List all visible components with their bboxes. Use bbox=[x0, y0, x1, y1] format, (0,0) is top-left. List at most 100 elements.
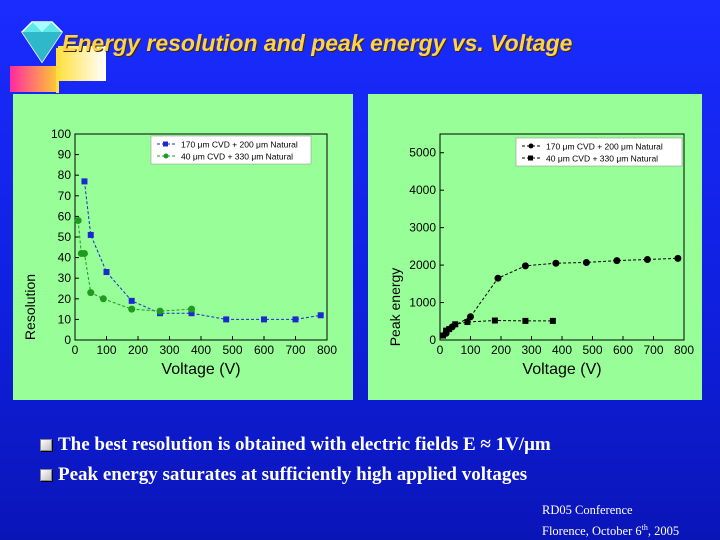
x-tick-label: 500 bbox=[582, 343, 602, 357]
bullet-item: The best resolution is obtained with ele… bbox=[40, 430, 720, 460]
logo-decoration bbox=[8, 18, 108, 93]
data-point bbox=[613, 257, 621, 265]
x-tick-label: 100 bbox=[96, 343, 116, 357]
legend-marker bbox=[163, 153, 169, 159]
footer-date-prefix: Florence, October 6 bbox=[542, 524, 642, 539]
footer-date-sup: th bbox=[641, 523, 648, 532]
y-tick-label: 1000 bbox=[409, 296, 436, 310]
series-line bbox=[83, 181, 321, 320]
x-tick-label: 600 bbox=[613, 343, 633, 357]
data-point bbox=[452, 321, 459, 328]
bullet-text: Peak energy saturates at sufficiently hi… bbox=[58, 464, 528, 485]
resolution-chart-panel: 0 100 200 300 400 500 600 700 800 0 10 20 30 40 50 60 70… bbox=[13, 94, 353, 400]
footer-date: Florence, October 6th, 2005 bbox=[542, 519, 717, 540]
legend-marker bbox=[528, 143, 534, 149]
data-point bbox=[467, 313, 474, 321]
data-point bbox=[103, 269, 110, 276]
x-axis-label: Voltage (V) bbox=[522, 361, 601, 378]
data-point bbox=[188, 305, 196, 313]
legend-box bbox=[150, 135, 312, 165]
legend-box bbox=[515, 137, 683, 167]
x-tick-label: 800 bbox=[674, 343, 694, 357]
data-point bbox=[582, 258, 590, 266]
bullet-text: The best resolution is obtained with ele… bbox=[58, 434, 551, 455]
footer-conference: RD05 Conference bbox=[542, 503, 633, 517]
data-point bbox=[81, 178, 88, 185]
y-tick-label: 50 bbox=[58, 230, 72, 244]
x-tick-label: 100 bbox=[460, 343, 480, 357]
data-point bbox=[80, 249, 88, 257]
peak-energy-chart-panel: 0 100 200 300 400 500 600 700 800 0 1000 2000 3000 40… bbox=[368, 94, 702, 400]
data-point bbox=[87, 289, 95, 297]
y-tick-label: 100 bbox=[51, 127, 71, 141]
x-tick-label: 0 bbox=[72, 343, 79, 357]
y-tick-label: 20 bbox=[58, 292, 72, 306]
y-tick-label: 5000 bbox=[409, 146, 436, 160]
x-tick-label: 200 bbox=[128, 343, 148, 357]
x-tick-label: 200 bbox=[491, 343, 511, 357]
data-point bbox=[74, 217, 82, 225]
x-axis-label: Voltage (V) bbox=[161, 361, 240, 378]
legend-marker bbox=[528, 155, 533, 161]
x-tick-label: 300 bbox=[159, 343, 179, 357]
data-point bbox=[128, 305, 136, 313]
data-point bbox=[674, 254, 682, 262]
y-tick-label: 40 bbox=[58, 251, 72, 265]
data-point bbox=[549, 317, 556, 324]
x-tick-label: 600 bbox=[254, 343, 274, 357]
data-point bbox=[522, 317, 529, 324]
diamond-logo-icon bbox=[21, 21, 63, 64]
data-point bbox=[643, 255, 651, 263]
data-point bbox=[99, 295, 107, 303]
data-point bbox=[491, 317, 498, 324]
data-point bbox=[317, 312, 324, 319]
resolution-chart: 0 100 200 300 400 500 600 700 800 0 10 20 30 40 50 60 70… bbox=[22, 127, 337, 378]
x-tick-label: 700 bbox=[643, 343, 663, 357]
logo-bar-yellow bbox=[58, 46, 106, 81]
data-point bbox=[128, 297, 135, 304]
y-tick-label: 4000 bbox=[409, 183, 436, 197]
x-tick-label: 300 bbox=[521, 343, 541, 357]
data-point bbox=[443, 327, 450, 334]
x-tick-label: 400 bbox=[552, 343, 572, 357]
bullet-square-icon bbox=[40, 439, 52, 451]
series-line bbox=[445, 257, 678, 334]
x-tick-label: 0 bbox=[437, 343, 444, 357]
slide-title: Energy resolution and peak energy vs. Vo… bbox=[62, 30, 573, 56]
y-tick-label: 0 bbox=[64, 333, 71, 347]
data-point bbox=[464, 319, 471, 326]
x-tick-label: 500 bbox=[222, 343, 242, 357]
series-line bbox=[77, 220, 192, 312]
data-point bbox=[188, 310, 195, 317]
data-point bbox=[87, 231, 94, 238]
data-point bbox=[261, 316, 267, 323]
data-point bbox=[156, 307, 164, 315]
legend-marker bbox=[163, 141, 168, 147]
data-point bbox=[521, 262, 529, 270]
y-tick-label: 80 bbox=[58, 168, 72, 182]
y-tick-label: 10 bbox=[58, 312, 72, 326]
data-point bbox=[494, 274, 502, 282]
bullet-item: Peak energy saturates at sufficiently hi… bbox=[40, 460, 720, 490]
y-tick-label: 30 bbox=[58, 271, 72, 285]
x-tick-label: 800 bbox=[317, 343, 337, 357]
legend-label: 40 μm CVD + 330 μm Natural bbox=[181, 152, 293, 162]
bullet-square-icon bbox=[40, 469, 52, 481]
y-axis-label: Resolution bbox=[22, 274, 38, 340]
y-tick-label: 2000 bbox=[409, 258, 436, 272]
data-point bbox=[552, 259, 560, 267]
x-tick-label: 700 bbox=[285, 343, 305, 357]
legend-label: 170 μm CVD + 200 μm Natural bbox=[181, 140, 298, 150]
logo-line bbox=[56, 48, 59, 93]
bullet-list: The best resolution is obtained with ele… bbox=[40, 430, 720, 490]
y-tick-label: 60 bbox=[58, 209, 72, 223]
y-tick-label: 90 bbox=[58, 148, 72, 162]
y-axis-label: Peak energy bbox=[387, 268, 403, 347]
logo-bar-magenta bbox=[10, 66, 58, 92]
plot-frame bbox=[74, 133, 328, 341]
data-point bbox=[440, 332, 447, 339]
data-point bbox=[446, 326, 453, 333]
footer: RD05 Conference Florence, October 6th, 2… bbox=[542, 502, 717, 540]
data-point bbox=[223, 316, 230, 323]
footer-date-suffix: , 2005 bbox=[647, 524, 680, 539]
